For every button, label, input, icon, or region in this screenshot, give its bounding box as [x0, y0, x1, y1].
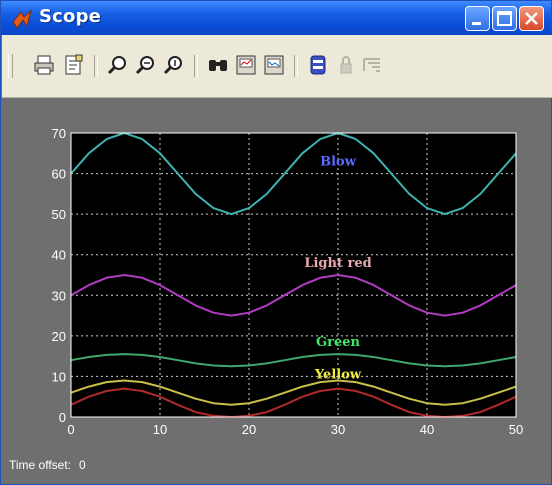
x-tick-label: 40: [420, 422, 434, 437]
zoom-y-icon[interactable]: [162, 53, 186, 77]
floating-scope-icon[interactable]: [306, 53, 330, 77]
maximize-button[interactable]: [492, 6, 517, 31]
y-tick-label: 40: [52, 248, 66, 263]
y-tick-label: 60: [52, 167, 66, 182]
minimize-icon: [472, 22, 481, 25]
restore-axes-icon[interactable]: [262, 53, 286, 77]
maximize-icon: [497, 11, 512, 26]
series-line-3: [70, 353, 517, 368]
scope-plot[interactable]: 0 10 20 30 40 50 0 10 20 30 40 50 60 70 Blow Light red G…: [1, 98, 551, 448]
series-annotation: Yellow: [314, 367, 362, 382]
time-offset-label: Time offset:: [9, 458, 72, 472]
y-tick-label: 10: [52, 369, 66, 384]
autoscale-icon[interactable]: [206, 53, 230, 77]
x-tick-label: 30: [331, 422, 345, 437]
lock-axes-icon[interactable]: [334, 53, 358, 77]
x-tick-label: 10: [153, 422, 167, 437]
window-title: Scope: [39, 6, 102, 27]
toolbar-grip[interactable]: [8, 54, 13, 78]
x-tick-label: 50: [509, 422, 523, 437]
zoom-x-icon[interactable]: [134, 53, 158, 77]
matlab-scope-icon: [12, 9, 32, 29]
save-axes-icon[interactable]: [234, 53, 258, 77]
minimize-button[interactable]: [465, 6, 490, 31]
series-annotation: Green: [316, 335, 360, 350]
print-icon[interactable]: [32, 53, 56, 77]
y-tick-label: 70: [52, 126, 66, 141]
title-bar[interactable]: Scope: [1, 1, 551, 35]
series-line-2: [70, 274, 517, 317]
y-tick-label: 0: [59, 410, 66, 425]
plot-area[interactable]: [71, 133, 516, 417]
parameters-icon[interactable]: [62, 53, 86, 77]
toolbar-separator: [194, 55, 198, 77]
time-offset-value: 0: [79, 458, 86, 472]
series-annotation: Blow: [320, 154, 357, 169]
series-line-1: [70, 132, 517, 216]
y-tick-label: 50: [52, 207, 66, 222]
close-button[interactable]: [519, 6, 544, 31]
y-tick-label: 20: [52, 329, 66, 344]
zoom-icon[interactable]: [106, 53, 130, 77]
toolbar-separator: [94, 55, 98, 77]
series-annotation: Light red: [304, 256, 371, 271]
toolbar: [2, 35, 552, 98]
toolbar-separator: [294, 55, 298, 77]
x-tick-label: 20: [242, 422, 256, 437]
x-tick-label: 0: [67, 422, 74, 437]
close-icon: [525, 12, 538, 25]
y-tick-label: 30: [52, 288, 66, 303]
axes-frame: [70, 132, 517, 418]
series-line-4: [70, 379, 517, 406]
status-bar: Time offset: 0: [9, 458, 94, 472]
signal-selector-icon[interactable]: [360, 53, 384, 77]
